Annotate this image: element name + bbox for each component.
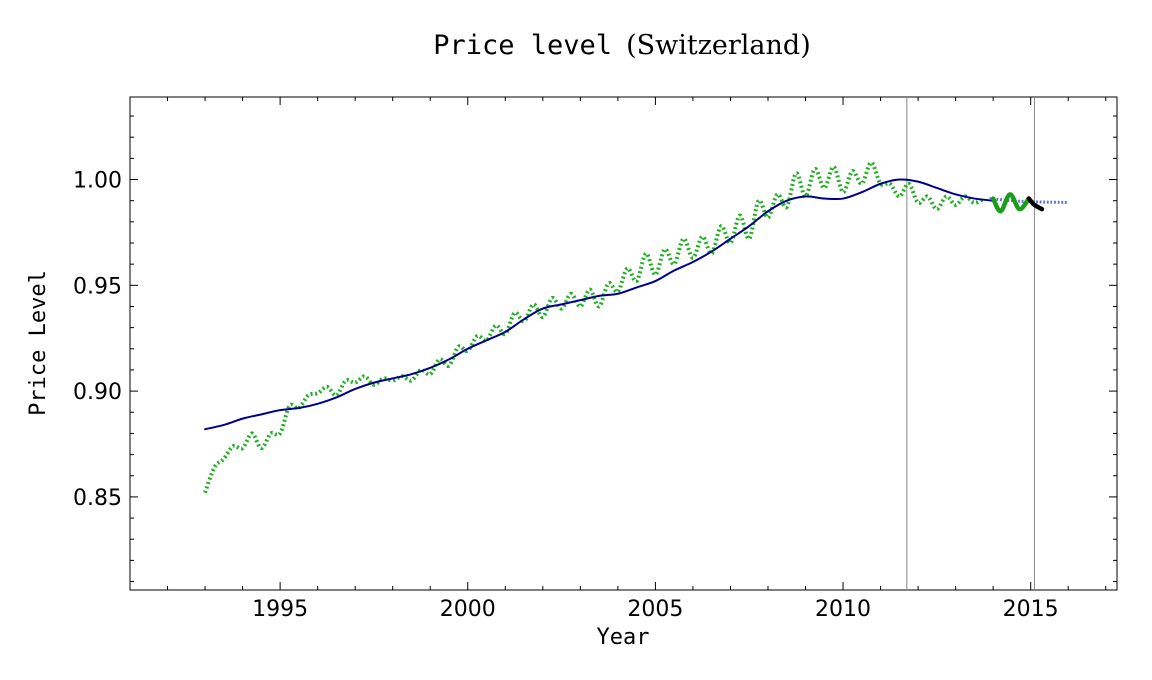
x-axis-label: Year — [597, 625, 650, 650]
axis-ticks — [130, 97, 1117, 590]
vertical-markers — [906, 97, 1035, 590]
series-line-3 — [990, 192, 1032, 214]
chart-title: Price level (Switzerland) — [433, 30, 811, 61]
y-axis-label: Price Level — [26, 270, 51, 416]
plot-frame — [129, 96, 1118, 591]
series-line-2 — [203, 160, 985, 494]
y-tick-label-0.85: 0.85 — [73, 486, 122, 511]
x-tick-label-2010: 2010 — [815, 597, 871, 622]
x-tick-label-2000: 2000 — [440, 597, 496, 622]
x-tick-label-1995: 1995 — [252, 597, 308, 622]
series-line-1 — [204, 178, 995, 431]
tick-labels: 1995 2000 2005 2010 2015 0.85 0.90 0.95 1.00 — [73, 169, 1059, 622]
y-tick-label-0.95: 0.95 — [73, 274, 122, 299]
series-line-4 — [1026, 196, 1045, 212]
y-tick-label-0.90: 0.90 — [73, 380, 122, 405]
x-tick-label-2015: 2015 — [1003, 597, 1059, 622]
y-tick-label-1.00: 1.00 — [73, 169, 122, 194]
series-group — [203, 160, 1069, 494]
x-tick-label-2005: 2005 — [627, 597, 683, 622]
